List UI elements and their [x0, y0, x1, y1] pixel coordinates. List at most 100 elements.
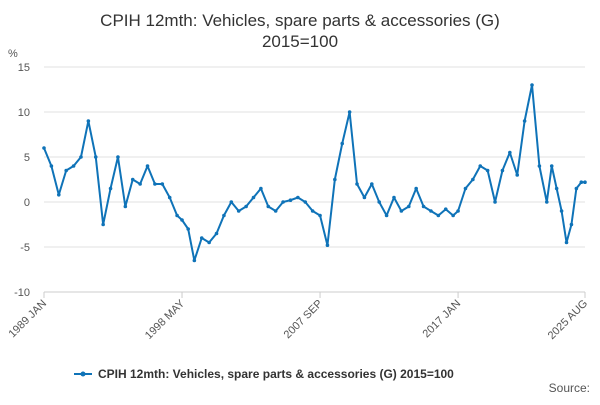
data-point	[559, 209, 564, 213]
chart-subtitle: 2015=100	[262, 32, 338, 51]
data-point	[145, 164, 150, 168]
data-point	[522, 119, 527, 123]
y-tick-label: 10	[18, 107, 30, 119]
data-point	[508, 150, 512, 155]
legend[interactable]: CPIH 12mth: Vehicles, spare parts & acce…	[74, 367, 454, 381]
legend-label: CPIH 12mth: Vehicles, spare parts & acce…	[98, 367, 454, 381]
data-point	[456, 209, 460, 213]
data-point	[251, 195, 256, 200]
data-point	[138, 182, 142, 186]
x-axis: 1989 JAN 1998 MAY 2007 SEP 2017 JAN 2025 AUG	[6, 291, 590, 342]
x-tick-label: 2017 JAN	[421, 298, 464, 341]
data-point	[93, 155, 98, 159]
data-point	[530, 83, 534, 87]
data-point	[180, 218, 184, 222]
data-point	[130, 177, 135, 182]
data-point	[116, 155, 120, 159]
data-point	[564, 240, 569, 245]
data-point	[64, 168, 68, 173]
gridlines	[44, 66, 585, 293]
data-point	[421, 204, 426, 209]
x-tick-label: 1998 MAY	[143, 297, 188, 342]
data-point	[244, 204, 248, 209]
data-point	[288, 198, 293, 202]
data-point	[186, 227, 190, 231]
data-point	[175, 213, 179, 218]
data-point	[229, 200, 234, 204]
series-line	[43, 84, 585, 262]
data-point	[192, 258, 197, 263]
y-tick-label: -10	[14, 287, 30, 299]
data-point	[273, 209, 278, 213]
data-point	[296, 195, 300, 200]
data-point	[515, 173, 520, 177]
data-point	[214, 231, 219, 236]
data-point	[554, 186, 559, 191]
data-point	[318, 213, 322, 218]
data-point	[222, 213, 226, 218]
data-point	[537, 164, 542, 168]
y-tick-label: 0	[24, 197, 30, 209]
source-label: Source:	[549, 381, 590, 395]
data-point	[71, 164, 76, 168]
data-point	[574, 186, 579, 191]
data-point	[362, 195, 367, 200]
x-tick-label: 1989 JAN	[6, 298, 49, 341]
data-point	[340, 141, 345, 146]
data-point	[414, 186, 418, 191]
data-point	[56, 193, 61, 197]
data-point	[436, 213, 441, 218]
y-axis-ticks: 15 10 5 0 -5 -10	[14, 62, 30, 299]
data-point	[384, 213, 389, 218]
x-tick-label: 2007 SEP	[282, 298, 326, 342]
legend-marker	[80, 371, 86, 377]
y-tick-label: 5	[24, 152, 30, 164]
data-point	[392, 195, 396, 200]
data-point	[123, 204, 128, 209]
data-point	[310, 209, 315, 213]
data-point	[207, 240, 211, 245]
series-group	[42, 83, 587, 263]
y-tick-label: -5	[20, 242, 30, 254]
data-point	[333, 177, 337, 182]
data-point	[303, 200, 308, 204]
data-point	[347, 110, 352, 114]
data-point	[406, 204, 411, 209]
data-point	[355, 182, 359, 186]
data-point	[370, 182, 374, 186]
data-point	[579, 180, 584, 184]
data-point	[42, 146, 46, 150]
data-point	[86, 119, 91, 123]
data-point	[544, 200, 549, 204]
data-point	[549, 164, 554, 168]
data-point	[399, 209, 404, 213]
data-point	[583, 180, 587, 184]
data-point	[199, 236, 204, 240]
data-point	[443, 207, 448, 211]
data-point	[429, 209, 433, 213]
data-point	[325, 243, 330, 247]
data-point	[485, 168, 490, 173]
data-point	[471, 177, 475, 182]
data-point	[236, 209, 241, 213]
data-point	[153, 182, 157, 186]
data-point	[451, 213, 455, 218]
data-point	[167, 195, 172, 200]
data-point	[500, 168, 505, 173]
data-point	[160, 182, 165, 186]
data-point	[49, 164, 54, 168]
data-point	[101, 222, 105, 227]
data-point	[281, 200, 285, 204]
chart-title: CPIH 12mth: Vehicles, spare parts & acce…	[100, 11, 500, 30]
data-point	[108, 186, 113, 191]
y-axis-label: %	[8, 48, 18, 60]
data-point	[463, 186, 468, 191]
data-point	[259, 186, 263, 191]
data-point	[569, 222, 574, 227]
y-tick-label: 15	[18, 62, 30, 74]
data-point	[478, 164, 483, 168]
x-tick-label: 2025 AUG	[546, 298, 590, 342]
data-point	[377, 200, 381, 204]
